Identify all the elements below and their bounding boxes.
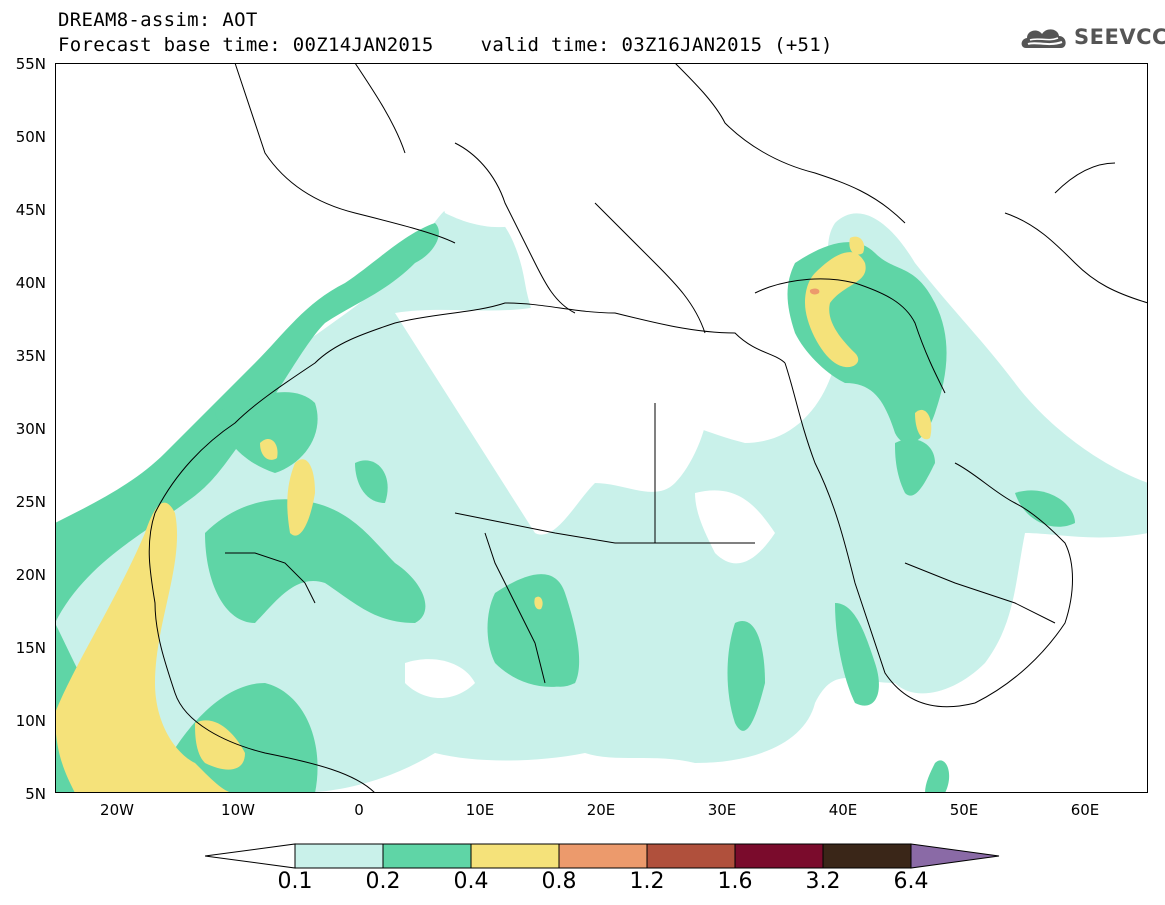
logo-text: SEEVCCC	[1074, 25, 1165, 49]
lat-label-55n: 55N	[15, 55, 46, 73]
lat-label-20n: 20N	[15, 566, 46, 584]
lon-label-60e: 60E	[1070, 801, 1100, 819]
aot-map	[55, 63, 1148, 793]
lon-label-0: 0	[354, 801, 364, 819]
aot-colorbar	[205, 843, 1000, 869]
lat-label-15n: 15N	[15, 639, 46, 657]
colorbar-bin-0-2	[382, 843, 472, 869]
lat-label-50n: 50N	[15, 128, 46, 146]
lon-label-10e: 10E	[465, 801, 495, 819]
colorbar-bin-0-4	[470, 843, 560, 869]
colorbar-label-1-2: 1.2	[629, 869, 665, 894]
colorbar-bin-1-2	[646, 843, 736, 869]
colorbar-label-3-2: 3.2	[805, 869, 841, 894]
lat-label-45n: 45N	[15, 201, 46, 219]
colorbar-label-0-4: 0.4	[453, 869, 489, 894]
colorbar-bin-0-8	[558, 843, 648, 869]
map-title: DREAM8-assim: AOT	[58, 9, 258, 31]
seevccc-logo: SEEVCCC	[1018, 22, 1165, 58]
lat-label-35n: 35N	[15, 347, 46, 365]
cloud-icon	[1021, 29, 1066, 48]
lat-label-40n: 40N	[15, 274, 46, 292]
colorbar-upper-arrow	[910, 843, 1000, 869]
aot-band-0-4	[55, 236, 932, 793]
lat-label-10n: 10N	[15, 712, 46, 730]
colorbar-label-1-6: 1.6	[717, 869, 753, 894]
aot-field	[55, 63, 1148, 793]
lat-label-25n: 25N	[15, 493, 46, 511]
colorbar-bin-3-2	[822, 843, 912, 869]
colorbar-bin-0-1	[294, 843, 384, 869]
forecast-time-label: Forecast base time: 00Z14JAN2015 valid t…	[58, 34, 833, 56]
colorbar-lower-arrow	[205, 843, 296, 869]
coastlines	[148, 63, 1148, 793]
colorbar-label-0-1: 0.1	[277, 869, 313, 894]
lon-label-30e: 30E	[707, 801, 737, 819]
lon-label-40e: 40E	[828, 801, 858, 819]
lat-label-5n: 5N	[25, 785, 46, 803]
colorbar-label-0-2: 0.2	[365, 869, 401, 894]
lon-label-50e: 50E	[949, 801, 979, 819]
map-border	[55, 63, 1148, 793]
aot-band-0-8	[809, 288, 820, 295]
lon-label-20w: 20W	[100, 801, 134, 819]
lon-label-10w: 10W	[221, 801, 255, 819]
lon-label-20e: 20E	[586, 801, 616, 819]
colorbar-label-6-4: 6.4	[893, 869, 929, 894]
colorbar-bin-1-6	[734, 843, 824, 869]
lat-label-30n: 30N	[15, 420, 46, 438]
colorbar-label-0-8: 0.8	[541, 869, 577, 894]
